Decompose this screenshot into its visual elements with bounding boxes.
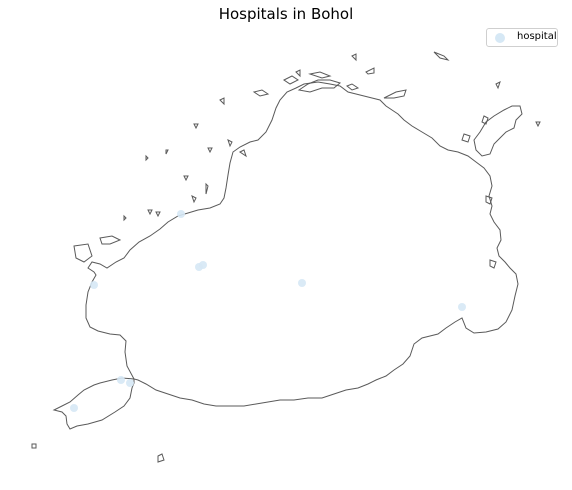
hospital-marker	[298, 279, 306, 287]
hospital-marker	[70, 404, 78, 412]
islet-outline	[383, 89, 407, 99]
islet-outline	[31, 443, 37, 449]
islet-outline	[227, 139, 233, 148]
legend: hospital	[486, 28, 558, 47]
islet-outline	[351, 53, 357, 62]
hospital-marker-layer	[70, 210, 466, 412]
islet-outline	[252, 89, 270, 97]
bohol-main-body-outline	[85, 81, 519, 407]
islet-outline	[191, 195, 197, 204]
islet-outline	[193, 123, 199, 130]
islet-outline	[295, 69, 301, 78]
hospital-marker	[90, 281, 98, 289]
hospital-marker	[199, 261, 207, 269]
islet-outline	[145, 154, 149, 162]
legend-label: hospital	[517, 31, 557, 42]
islet-outline	[461, 133, 471, 143]
islet-outline	[485, 195, 493, 205]
islet-outline	[99, 235, 122, 245]
islet-outline	[495, 81, 501, 90]
hospital-marker	[117, 376, 125, 384]
islet-outline	[147, 209, 153, 216]
islet-outline	[73, 243, 93, 263]
islet-outline	[283, 75, 299, 85]
islet-outline	[205, 182, 209, 195]
islet-outline	[239, 149, 247, 158]
hospital-marker	[177, 210, 185, 218]
legend-marker	[495, 33, 505, 43]
islet-outline	[535, 121, 541, 128]
map-title: Hospitals in Bohol	[218, 5, 354, 23]
islet-outline	[433, 51, 450, 61]
islet-outline	[489, 259, 497, 269]
island-outline-group	[31, 51, 541, 463]
islet-outline	[365, 67, 375, 75]
islet-outline	[346, 83, 360, 91]
hospital-marker	[126, 379, 134, 387]
islet-outline	[219, 97, 225, 106]
islet-outline	[155, 211, 161, 218]
islet-outline	[473, 105, 523, 157]
islet-outline	[297, 79, 342, 93]
islet-outline	[123, 214, 127, 222]
islet-outline	[157, 453, 165, 463]
islet-outline	[207, 147, 213, 154]
hospital-marker	[458, 303, 466, 311]
islet-outline	[183, 175, 189, 182]
islet-outline	[165, 149, 169, 155]
islet-outline	[308, 71, 332, 79]
islet-outline	[481, 115, 489, 125]
bohol-main-island-outline	[52, 377, 135, 430]
